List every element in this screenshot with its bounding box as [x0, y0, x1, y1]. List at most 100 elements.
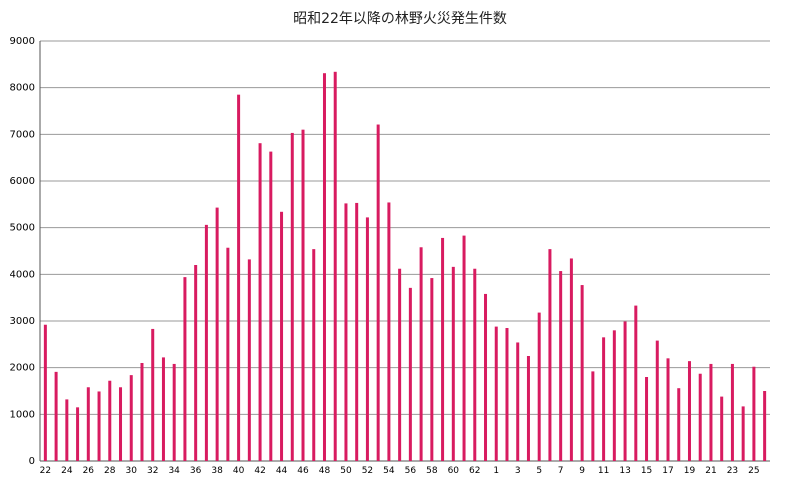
bar-10 [591, 371, 595, 461]
bar-27 [97, 391, 101, 461]
bar-42 [258, 143, 262, 461]
x-tick-label: 25 [748, 466, 759, 476]
bar-3 [516, 342, 520, 461]
bar-46 [301, 129, 305, 461]
bar-23 [730, 363, 734, 461]
bar-51 [355, 202, 359, 461]
x-tick-label: 15 [641, 466, 652, 476]
bar-12 [612, 330, 616, 461]
x-tick-label: 3 [515, 466, 521, 476]
x-tick-label: 40 [233, 466, 245, 476]
bar-55 [398, 268, 402, 461]
bar-33 [161, 357, 165, 461]
x-tick-label: 22 [40, 466, 51, 476]
x-tick-label: 54 [383, 466, 395, 476]
bar-19 [687, 361, 691, 461]
y-tick-label: 0 [29, 456, 35, 467]
bar-36 [194, 265, 198, 461]
bar-20 [698, 373, 702, 461]
bar-1 [494, 326, 498, 461]
x-tick-label: 28 [104, 466, 116, 476]
bar-31 [140, 363, 144, 461]
y-tick-label: 9000 [10, 36, 35, 47]
bar-44 [280, 211, 284, 461]
x-tick-label: 56 [405, 466, 417, 476]
bar-6 [548, 249, 552, 461]
x-tick-label: 52 [362, 466, 373, 476]
x-tick-label: 34 [168, 466, 180, 476]
bar-17 [666, 358, 670, 461]
x-tick-label: 7 [558, 466, 564, 476]
bar-24 [741, 406, 745, 461]
x-tick-label: 30 [126, 466, 138, 476]
chart-title: 昭和22年以降の林野火災発生件数 [293, 11, 507, 27]
x-tick-label: 44 [276, 466, 288, 476]
y-tick-label: 6000 [10, 176, 35, 187]
bar-35 [183, 277, 187, 461]
x-tick-label: 5 [536, 466, 542, 476]
bar-4 [526, 356, 530, 461]
bar-30 [129, 375, 133, 461]
bar-38 [215, 207, 219, 461]
bar-26 [763, 391, 767, 461]
bar-62 [473, 268, 477, 461]
x-tick-label: 21 [705, 466, 716, 476]
bar-39 [226, 247, 230, 461]
bar-14 [634, 305, 638, 461]
x-tick-label: 9 [579, 466, 585, 476]
x-tick-label: 23 [727, 466, 738, 476]
bar-16 [655, 340, 659, 461]
bar-7 [559, 271, 563, 461]
x-tick-label: 36 [190, 466, 202, 476]
x-tick-label: 13 [619, 466, 630, 476]
bar-26 [86, 387, 90, 461]
y-tick-label: 1000 [10, 409, 35, 420]
bar-41 [247, 259, 251, 461]
x-tick-label: 11 [598, 466, 609, 476]
bar-61 [462, 235, 466, 461]
x-tick-label: 19 [684, 466, 696, 476]
bar-11 [602, 337, 606, 461]
bar-2 [505, 328, 509, 461]
bar-22 [43, 324, 47, 461]
x-tick-label: 50 [340, 466, 352, 476]
bar-24 [65, 399, 69, 461]
bar-18 [677, 388, 681, 461]
x-tick-label: 32 [147, 466, 158, 476]
bar-47 [312, 249, 316, 461]
bar-21 [709, 363, 713, 461]
bar-32 [151, 328, 155, 461]
x-tick-label: 26 [83, 466, 95, 476]
x-tick-label: 38 [211, 466, 223, 476]
x-tick-label: 17 [662, 466, 673, 476]
bar-15 [645, 377, 649, 461]
bar-22 [720, 396, 724, 461]
y-tick-label: 3000 [10, 316, 35, 327]
bar-50 [344, 203, 348, 461]
x-tick-label: 48 [319, 466, 331, 476]
bar-59 [441, 237, 445, 461]
y-tick-label: 2000 [10, 363, 35, 374]
bar-28 [108, 380, 112, 461]
bar-13 [623, 321, 627, 461]
bar-48 [322, 73, 326, 461]
bar-63 [484, 293, 488, 461]
bar-43 [269, 151, 273, 461]
x-tick-label: 24 [61, 466, 73, 476]
bar-40 [237, 94, 241, 462]
bar-57 [419, 247, 423, 461]
x-tick-label: 58 [426, 466, 438, 476]
x-tick-label: 1 [493, 466, 499, 476]
bar-60 [451, 266, 455, 461]
bar-58 [430, 278, 434, 461]
bar-53 [376, 124, 380, 462]
bar-49 [333, 71, 337, 462]
bar-23 [54, 371, 58, 461]
bar-45 [290, 132, 294, 461]
bar-5 [537, 312, 541, 461]
bar-25 [76, 407, 80, 461]
bar-52 [365, 217, 369, 461]
y-tick-label: 5000 [10, 223, 35, 234]
bar-8 [569, 258, 573, 461]
